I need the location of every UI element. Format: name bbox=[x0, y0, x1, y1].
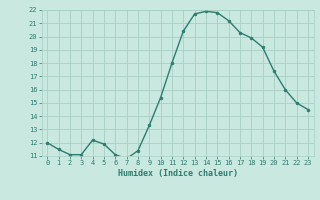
X-axis label: Humidex (Indice chaleur): Humidex (Indice chaleur) bbox=[118, 169, 237, 178]
